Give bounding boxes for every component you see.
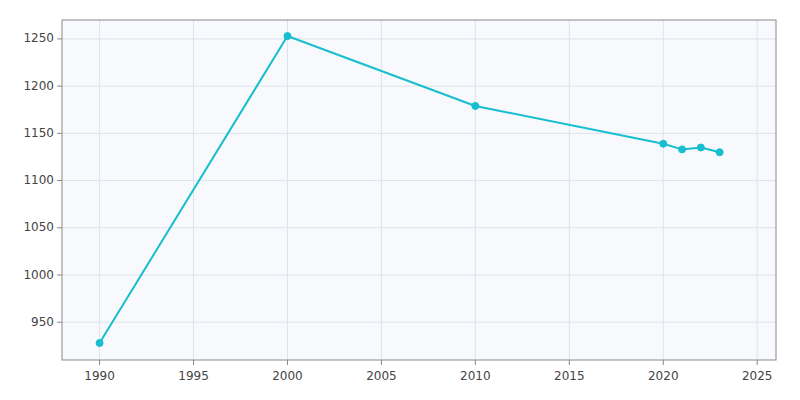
y-tick-label: 950 (31, 315, 54, 329)
plot-frame (62, 20, 776, 360)
y-tick (57, 86, 62, 87)
data-point (96, 340, 103, 347)
plot-background (62, 20, 776, 360)
axes: 950 1000 1050 1100 1150 1200 1250 1990 1995 2000 2… (23, 31, 772, 383)
x-grid-line (757, 20, 758, 360)
x-tick (569, 360, 570, 365)
y-tick-label: 1200 (23, 79, 54, 93)
y-tick-label: 1250 (23, 31, 54, 45)
x-tick (99, 360, 100, 365)
y-grid-line (62, 133, 776, 134)
y-tick (57, 227, 62, 228)
data-point (472, 102, 479, 109)
y-tick-label: 1150 (23, 126, 54, 140)
y-tick (57, 133, 62, 134)
grid (62, 20, 776, 360)
x-tick-label: 2025 (742, 369, 773, 383)
data-line (100, 36, 720, 343)
y-grid-line (62, 322, 776, 323)
x-tick-label: 1995 (178, 369, 209, 383)
x-grid-line (287, 20, 288, 360)
x-tick (663, 360, 664, 365)
x-tick (287, 360, 288, 365)
x-tick (757, 360, 758, 365)
y-tick (57, 180, 62, 181)
y-tick-label: 1050 (23, 220, 54, 234)
y-tick-label: 1000 (23, 268, 54, 282)
x-tick-label: 2010 (460, 369, 491, 383)
y-tick (57, 275, 62, 276)
y-tick (57, 38, 62, 39)
data-point (716, 149, 723, 156)
chart-container: 950 1000 1050 1100 1150 1200 1250 1990 1995 2000 2… (0, 0, 800, 400)
y-grid-line (62, 180, 776, 181)
x-grid-line (475, 20, 476, 360)
data-area (96, 33, 723, 347)
x-tick-label: 1990 (84, 369, 115, 383)
data-point (660, 140, 667, 147)
y-tick-label: 1100 (23, 173, 54, 187)
x-grid-line (569, 20, 570, 360)
x-tick-label: 2005 (366, 369, 397, 383)
x-tick (193, 360, 194, 365)
data-point (284, 33, 291, 40)
x-tick-label: 2015 (554, 369, 585, 383)
x-grid-line (99, 20, 100, 360)
data-point (697, 144, 704, 151)
x-tick (475, 360, 476, 365)
x-tick (381, 360, 382, 365)
y-grid-line (62, 38, 776, 39)
data-point (679, 146, 686, 153)
x-grid-line (663, 20, 664, 360)
y-grid-line (62, 275, 776, 276)
y-tick (57, 322, 62, 323)
chart-svg: 950 1000 1050 1100 1150 1200 1250 1990 1995 2000 2… (0, 0, 800, 400)
x-tick-label: 2020 (648, 369, 679, 383)
x-tick-label: 2000 (272, 369, 303, 383)
